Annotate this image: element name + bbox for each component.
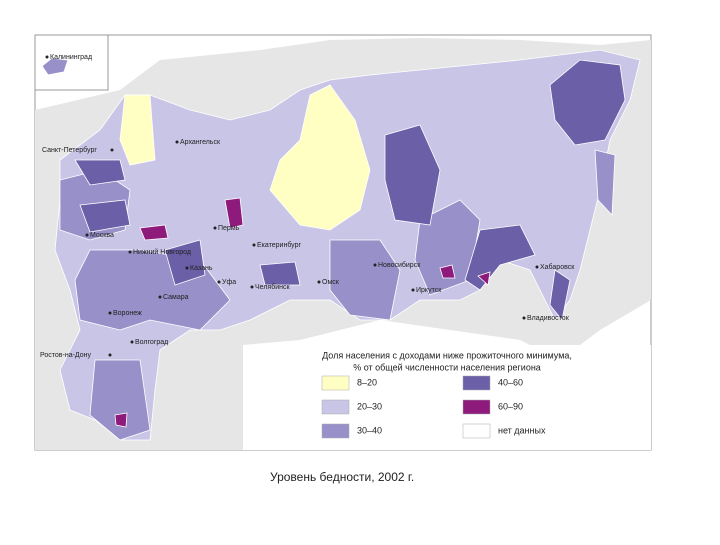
- city-label: Владивосток: [527, 315, 570, 322]
- city-label: Уфа: [222, 279, 236, 286]
- legend-label: 60–90: [498, 401, 523, 411]
- city-dot: [411, 288, 415, 292]
- city-label: Екатеринбург: [257, 241, 301, 249]
- city-dot: [85, 233, 89, 237]
- city-dot: [217, 280, 221, 284]
- region: [549, 59, 626, 146]
- city-label: Нижний Новгород: [133, 248, 191, 256]
- city-dot: [522, 316, 526, 320]
- caption: Уровень бедности, 2002 г.: [270, 470, 414, 484]
- region: [224, 197, 244, 229]
- city-dot: [213, 226, 217, 230]
- city-dot: [108, 353, 112, 357]
- region: [594, 149, 616, 216]
- region: [269, 84, 371, 231]
- region: [384, 124, 441, 226]
- city-dot: [250, 285, 254, 289]
- city-dot: [185, 266, 189, 270]
- region: [79, 199, 131, 233]
- city-label: Иркутск: [416, 287, 442, 294]
- city-label: Воронеж: [113, 310, 142, 317]
- city-label: Пермь: [218, 225, 240, 232]
- city-dot: [45, 55, 49, 59]
- city-label: Ростов-на-Дону: [40, 352, 91, 359]
- legend-swatch: [462, 375, 491, 391]
- city-label: Самара: [163, 294, 189, 301]
- city-label: Москва: [90, 232, 114, 239]
- legend-label: 30–40: [357, 425, 382, 435]
- legend-swatch: [321, 375, 350, 391]
- city-label: Волгоград: [135, 339, 168, 346]
- city-dot: [130, 340, 134, 344]
- city-label: Санкт-Петербург: [42, 146, 97, 154]
- legend-swatch: [321, 423, 350, 439]
- region: [89, 359, 151, 441]
- region: [41, 57, 69, 76]
- legend-label: 40–60: [498, 377, 523, 387]
- city-dot: [535, 265, 539, 269]
- legend-label: 20–30: [357, 401, 382, 411]
- legend-swatch: [462, 423, 491, 439]
- city-dot: [373, 263, 377, 267]
- region: [329, 239, 401, 321]
- legend-label: 8–20: [357, 377, 377, 387]
- region: [119, 94, 156, 166]
- city-dot: [128, 250, 132, 254]
- city-dot: [108, 311, 112, 315]
- city-label: Казань: [190, 265, 213, 272]
- legend-swatch: [462, 399, 491, 415]
- city-dot: [110, 148, 114, 152]
- region: [259, 261, 301, 286]
- city-label: Новосибирск: [378, 261, 421, 269]
- city-dot: [158, 295, 162, 299]
- region: [439, 264, 456, 279]
- region: [477, 271, 491, 286]
- region: [114, 412, 128, 428]
- legend-title: % от общей численности населения региона: [353, 362, 541, 372]
- city-dot: [175, 140, 179, 144]
- city-label: Архангельск: [180, 139, 221, 146]
- city-label: Калининград: [50, 54, 92, 61]
- city-dot: [252, 243, 256, 247]
- region: [74, 159, 126, 186]
- city-label: Челябинск: [255, 283, 290, 291]
- region: [139, 224, 169, 241]
- city-label: Омск: [322, 279, 340, 286]
- city-dot: [317, 280, 321, 284]
- legend-swatch: [321, 399, 350, 415]
- legend-title: Доля населения с доходами ниже прожиточн…: [322, 350, 572, 360]
- city-label: Хабаровск: [540, 263, 575, 271]
- region: [464, 224, 536, 291]
- legend: [243, 345, 651, 450]
- region: [549, 269, 571, 321]
- legend-label: нет данных: [498, 425, 546, 435]
- region: [164, 239, 206, 286]
